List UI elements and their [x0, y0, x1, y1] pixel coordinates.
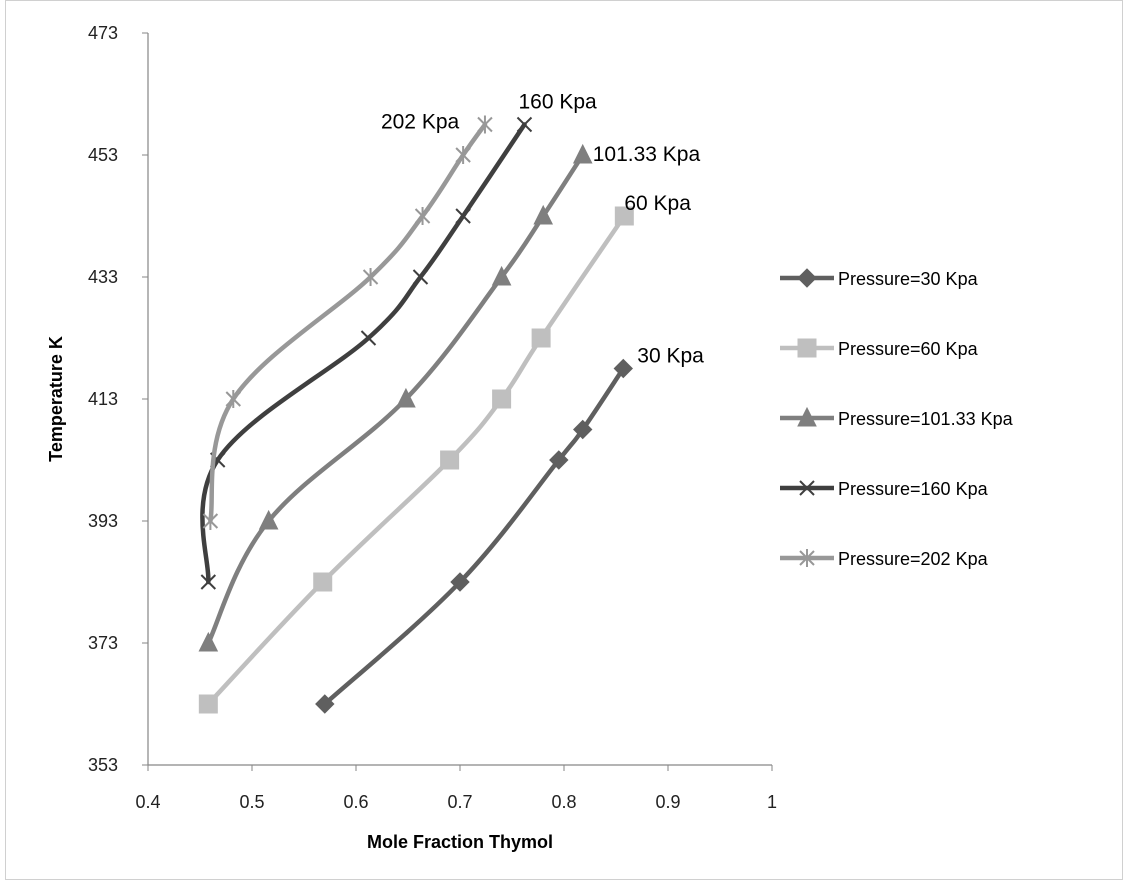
y-tick-label: 393 [88, 511, 118, 531]
data-point-square [797, 338, 817, 358]
y-tick-label: 433 [88, 267, 118, 287]
data-point-square [531, 328, 551, 348]
data-point-diamond [613, 358, 633, 379]
data-point-triangle [533, 204, 554, 225]
data-point-x [516, 116, 533, 133]
data-point-star [414, 207, 431, 225]
data-point-x [412, 269, 429, 285]
legend-item: Pressure=101.33 Kpa [780, 406, 1014, 429]
series-label: 30 Kpa [637, 345, 704, 368]
legend-item: Pressure=202 Kpa [780, 549, 989, 569]
series-labels: 30 Kpa 60 Kpa 101.33 Kpa 160 Kpa 202 Kpa [381, 91, 704, 368]
series-4 [200, 116, 533, 590]
data-point-x [360, 330, 377, 346]
x-tick-label: 0.6 [343, 792, 368, 812]
data-point-diamond [315, 694, 335, 714]
x-tick-label: 0.4 [135, 792, 160, 812]
series-5 [202, 115, 493, 530]
data-point-x [799, 480, 815, 496]
data-point-star [362, 268, 379, 286]
data-point-star [225, 390, 241, 408]
legend-label: Pressure=202 Kpa [838, 549, 989, 569]
series-label: 160 Kpa [518, 91, 597, 114]
data-point-diamond [573, 419, 593, 440]
y-tick-label: 453 [88, 145, 118, 165]
series-2 [198, 206, 634, 714]
series-label: 202 Kpa [381, 111, 460, 134]
data-point-square [313, 572, 333, 592]
data-point-triangle [198, 631, 219, 652]
data-point-star [477, 115, 493, 134]
data-point-star [455, 146, 471, 164]
series-3 [198, 143, 593, 652]
data-point-diamond [450, 572, 470, 592]
data-point-star [799, 549, 815, 567]
data-point-x [200, 574, 217, 590]
legend-item: Pressure=30 Kpa [780, 268, 979, 289]
series-line [206, 213, 627, 707]
legend-label: Pressure=30 Kpa [838, 269, 979, 289]
y-axis-title: Temperature K [46, 336, 66, 462]
x-tick-label: 1 [767, 792, 777, 812]
legend-item: Pressure=60 Kpa [780, 338, 979, 359]
data-point-square [492, 389, 512, 409]
data-point-triangle [258, 509, 279, 530]
series-line [200, 122, 527, 585]
series-layer [198, 115, 634, 714]
series-1 [315, 358, 633, 714]
legend-item: Pressure=160 Kpa [780, 479, 989, 499]
x-tick-label: 0.8 [551, 792, 576, 812]
series-label: 60 Kpa [624, 192, 691, 215]
chart-frame [5, 0, 1123, 880]
x-tick-label: 0.5 [239, 792, 264, 812]
axes: 353 373 393 413 433 453 473 0.4 0.5 0.6 0.7 0.8 0.9 1 [88, 23, 777, 812]
x-axis-title: Mole Fraction Thymol [367, 832, 553, 852]
legend-label: Pressure=160 Kpa [838, 479, 989, 499]
y-tick-label: 413 [88, 389, 118, 409]
y-tick-label: 473 [88, 23, 118, 43]
series-line [322, 366, 626, 707]
data-point-square [198, 694, 218, 714]
x-tick-label: 0.7 [447, 792, 472, 812]
data-point-star [202, 512, 219, 530]
data-point-square [440, 450, 460, 470]
series-line [206, 152, 585, 646]
data-point-square [614, 206, 634, 226]
x-tick-label: 0.9 [655, 792, 680, 812]
data-point-triangle [797, 406, 817, 427]
data-point-triangle [396, 387, 416, 408]
data-point-triangle [572, 143, 593, 164]
data-point-diamond [797, 268, 817, 288]
data-point-x [455, 208, 471, 224]
legend: Pressure=30 Kpa Pressure=60 Kpa Pressure=1… [780, 268, 1014, 569]
y-tick-label: 353 [88, 755, 118, 775]
data-point-diamond [549, 450, 569, 470]
data-point-triangle [491, 265, 512, 286]
legend-label: Pressure=60 Kpa [838, 339, 979, 359]
y-tick-label: 373 [88, 633, 118, 653]
legend-label: Pressure=101.33 Kpa [838, 409, 1014, 429]
series-label: 101.33 Kpa [593, 143, 701, 166]
